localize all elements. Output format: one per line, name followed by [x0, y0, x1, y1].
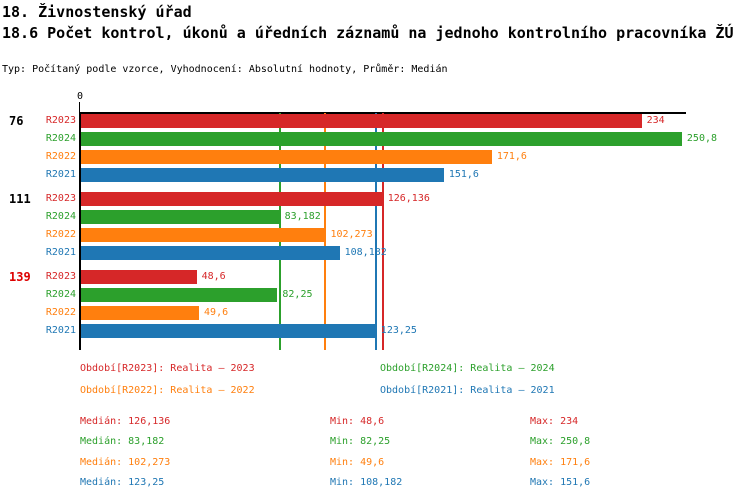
- bar-value-label: 123,25: [380, 325, 417, 336]
- median-line-R2021: [374, 113, 377, 350]
- bar-value-label: 83,182: [284, 211, 321, 222]
- bar-R2023-group-76: [80, 114, 642, 128]
- legend-item-R2024: Období[R2024]: Realita – 2024: [380, 363, 555, 374]
- bar-R2023-group-139: [80, 270, 197, 284]
- series-row-label-R2024: R2024: [45, 211, 76, 222]
- bar-value-label: 250,8: [686, 133, 718, 144]
- legend-item-R2023: Období[R2023]: Realita – 2023: [80, 363, 255, 374]
- series-row-label-R2024: R2024: [45, 133, 76, 144]
- series-row-label-R2023: R2023: [45, 193, 76, 204]
- axis-zero-label: 0: [76, 91, 84, 102]
- bar-value-label: 151,6: [448, 169, 479, 180]
- report-meta-line: Typ: Počítaný podle vzorce, Vyhodnocení:…: [2, 64, 448, 75]
- stat-max-R2021: Max: 151,6: [530, 477, 591, 488]
- bar-value-label: 108,182: [344, 247, 387, 258]
- series-row-label-R2022: R2022: [45, 151, 76, 162]
- bar-R2021-group-76: [80, 168, 444, 182]
- series-row-label-R2022: R2022: [45, 307, 76, 318]
- bar-value-label: 49,6: [204, 307, 229, 318]
- series-row-label-R2021: R2021: [45, 325, 76, 336]
- axis-left-line: [79, 112, 81, 350]
- series-row-label-R2023: R2023: [45, 271, 76, 282]
- median-line-R2022: [324, 113, 327, 350]
- bar-value-label: 48,6: [201, 271, 226, 282]
- bar-R2021-group-139: [80, 324, 376, 338]
- bar-R2022-group-139: [80, 306, 200, 320]
- bar-R2024-group-111: [80, 210, 280, 224]
- group-label-139: 139: [9, 270, 31, 284]
- bar-value-label: 102,273: [330, 229, 373, 240]
- stat-max-R2023: Max: 234: [530, 416, 579, 427]
- stat-median-R2023: Medián: 126,136: [80, 416, 171, 427]
- stat-min-R2021: Min: 108,182: [330, 477, 403, 488]
- bar-value-label: 171,6: [496, 151, 527, 162]
- bar-value-label: 82,25: [282, 289, 313, 300]
- series-row-label-R2021: R2021: [45, 247, 76, 258]
- series-row-label-R2023: R2023: [45, 115, 76, 126]
- stat-max-R2022: Max: 171,6: [530, 457, 591, 468]
- stat-median-R2022: Medián: 102,273: [80, 457, 171, 468]
- bar-R2023-group-111: [80, 192, 383, 206]
- median-line-R2023: [381, 113, 384, 350]
- axis-zero-tick: [79, 102, 80, 112]
- stat-max-R2024: Max: 250,8: [530, 436, 591, 447]
- bar-value-label: 126,136: [387, 193, 430, 204]
- stat-min-R2024: Min: 82,25: [330, 436, 391, 447]
- series-row-label-R2021: R2021: [45, 169, 76, 180]
- legend-item-R2021: Období[R2021]: Realita – 2021: [380, 385, 555, 396]
- series-row-label-R2022: R2022: [45, 229, 76, 240]
- bar-R2022-group-111: [80, 228, 326, 242]
- stat-median-R2021: Medián: 123,25: [80, 477, 165, 488]
- stat-min-R2023: Min: 48,6: [330, 416, 385, 427]
- bar-R2024-group-76: [80, 132, 682, 146]
- bar-R2022-group-76: [80, 150, 492, 164]
- group-label-76: 76: [9, 114, 24, 128]
- page-subtitle: 18.6 Počet kontrol, úkonů a úředních záz…: [2, 24, 734, 42]
- stat-median-R2024: Medián: 83,182: [80, 436, 165, 447]
- legend-item-R2022: Období[R2022]: Realita – 2022: [80, 385, 255, 396]
- group-label-111: 111: [9, 192, 31, 206]
- stat-min-R2022: Min: 49,6: [330, 457, 385, 468]
- page-title: 18. Živnostenský úřad: [2, 3, 192, 21]
- bar-R2021-group-111: [80, 246, 340, 260]
- bar-R2024-group-139: [80, 288, 278, 302]
- series-row-label-R2024: R2024: [45, 289, 76, 300]
- bar-value-label: 234: [646, 115, 665, 126]
